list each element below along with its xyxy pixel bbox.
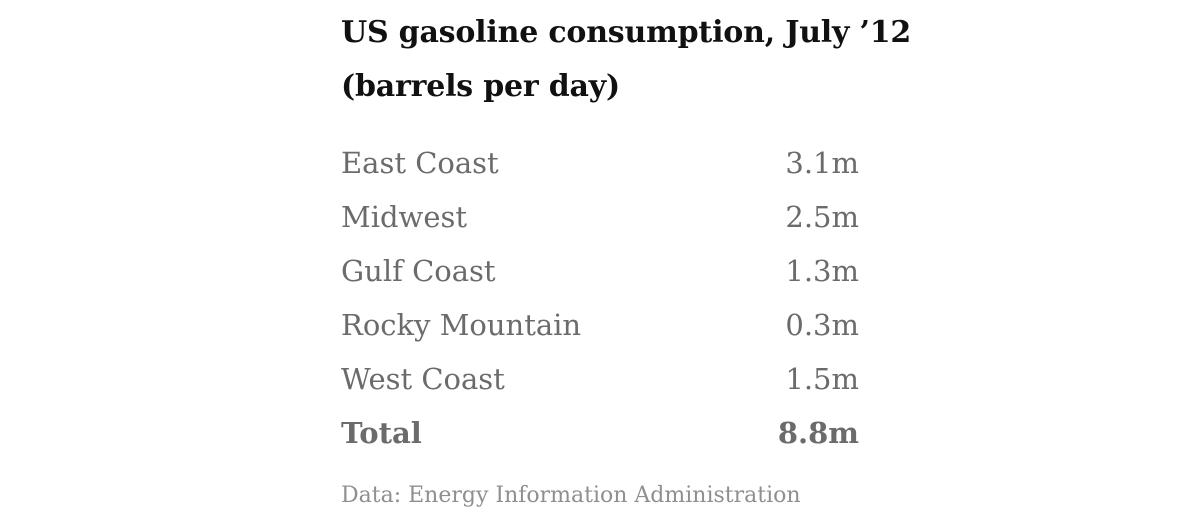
row-label: East Coast: [341, 146, 499, 180]
chart-subtitle-text: (barrels per day): [341, 69, 620, 104]
chart-title: US gasoline consumption, July ’12 (barre…: [341, 0, 911, 114]
row-value: 3.1m: [785, 146, 859, 180]
total-label: Total: [341, 416, 422, 450]
source-note: Data: Energy Information Administration: [341, 483, 801, 508]
table-row: Midwest 2.5m: [341, 190, 859, 244]
chart-figure: US gasoline consumption, July ’12 (barre…: [341, 0, 911, 508]
row-label: Rocky Mountain: [341, 308, 582, 342]
total-row: Total 8.8m: [341, 406, 859, 460]
row-value: 1.5m: [785, 362, 859, 396]
row-value: 0.3m: [785, 308, 859, 342]
chart-title-text: US gasoline consumption, July ’12: [341, 15, 912, 50]
data-table: East Coast 3.1m Midwest 2.5m Gulf Coast …: [341, 136, 859, 460]
row-label: West Coast: [341, 362, 505, 396]
total-value: 8.8m: [777, 416, 859, 450]
row-label: Midwest: [341, 200, 468, 234]
table-row: West Coast 1.5m: [341, 352, 859, 406]
row-value: 1.3m: [785, 254, 859, 288]
table-row: Rocky Mountain 0.3m: [341, 298, 859, 352]
row-value: 2.5m: [785, 200, 859, 234]
table-row: East Coast 3.1m: [341, 136, 859, 190]
table-row: Gulf Coast 1.3m: [341, 244, 859, 298]
row-label: Gulf Coast: [341, 254, 496, 288]
